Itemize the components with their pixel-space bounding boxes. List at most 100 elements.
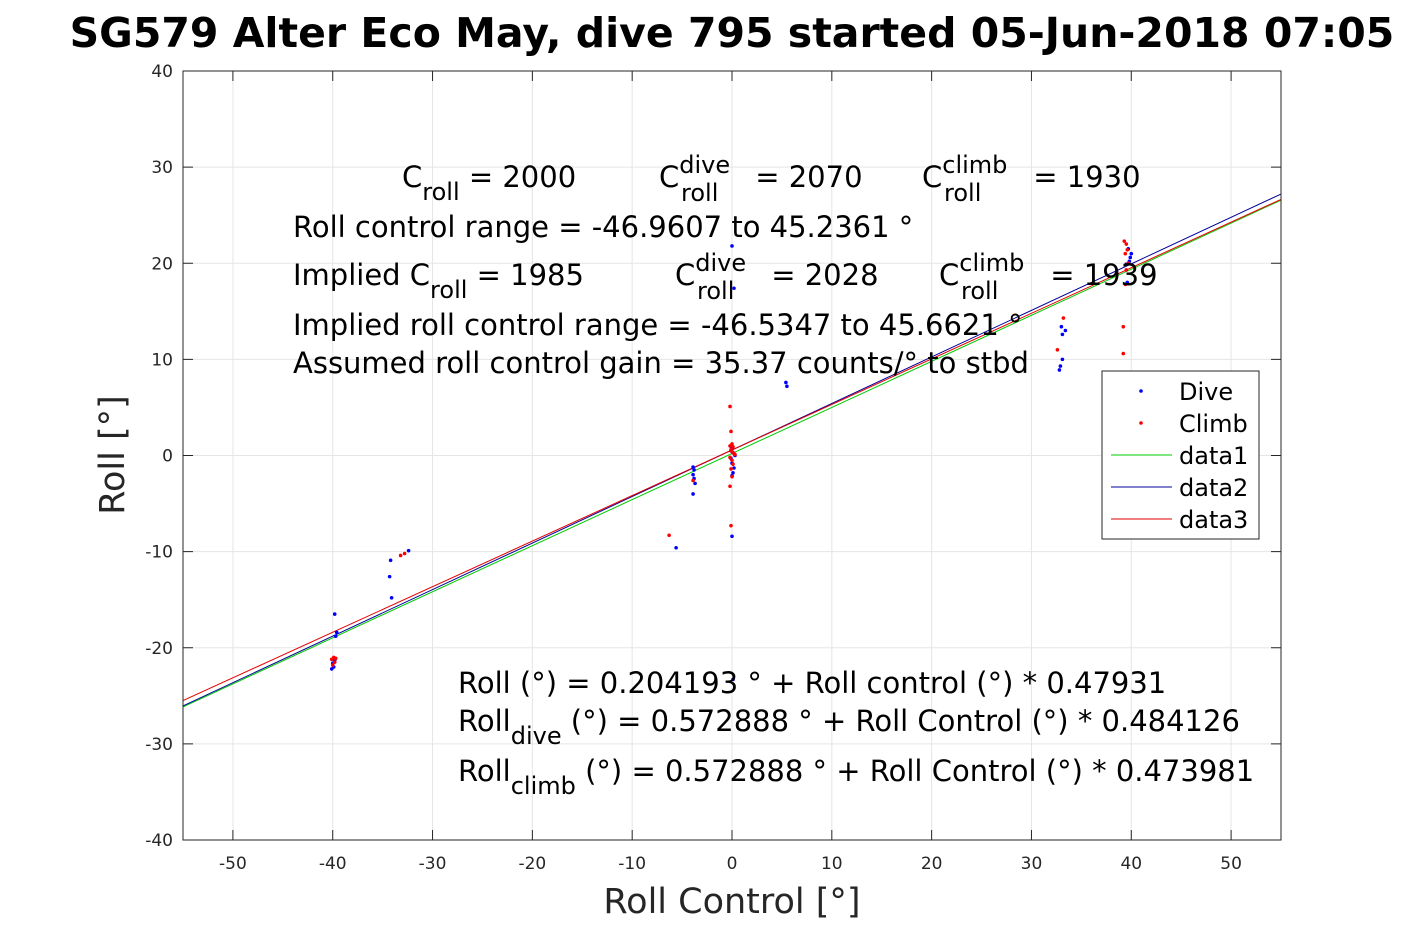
dive-point	[693, 481, 697, 486]
c-climb-base: C	[922, 160, 942, 194]
dive-point	[732, 286, 736, 291]
y-tick-label: -30	[145, 735, 173, 755]
implied-c-dive-sub: roll	[697, 277, 734, 305]
climb-point	[731, 445, 735, 449]
y-tick-label: 40	[151, 62, 173, 82]
dive-point	[1129, 251, 1134, 256]
climb-point	[730, 474, 734, 479]
dive-point	[388, 558, 393, 563]
x-tick-label: 50	[1220, 854, 1242, 874]
climb-point	[402, 551, 407, 556]
climb-point	[1124, 242, 1129, 246]
annotation-implied-c-climb: Cclimb roll = 1939	[939, 249, 1158, 305]
c-dive-value: = 2070	[746, 160, 863, 194]
climb-point	[329, 657, 334, 662]
eq-climb-base: Roll	[458, 754, 511, 788]
legend-dive-label: Dive	[1179, 378, 1233, 406]
dive-point	[1060, 332, 1065, 337]
climb-point	[729, 429, 733, 434]
dive-point	[1058, 364, 1063, 368]
annotation-implied-c-roll: Implied Croll = 1985	[293, 258, 584, 304]
climb-point	[1121, 351, 1126, 356]
eq-dive-sub: dive	[511, 722, 562, 750]
c-roll-base: C	[402, 160, 422, 194]
annotation-gain: Assumed roll control gain = 35.37 counts…	[293, 346, 1029, 380]
y-tick-label: 0	[162, 447, 173, 467]
dive-point	[691, 472, 695, 477]
implied-c-dive-sup: dive	[695, 249, 746, 277]
x-tick-label: 20	[921, 854, 943, 874]
climb-point	[398, 553, 403, 558]
climb-point	[1121, 324, 1126, 329]
dive-point	[389, 595, 394, 600]
eq-climb-sub: climb	[511, 772, 576, 800]
y-tick-label: -20	[145, 639, 173, 659]
c-climb-sup: climb	[942, 151, 1007, 179]
x-tick-label: -20	[518, 854, 546, 874]
annotation-implied-range: Implied roll control range = -46.5347 to…	[293, 308, 1023, 342]
legend-dive-marker	[1139, 389, 1143, 393]
equation-roll-dive: Rolldive (°) = 0.572888 ° + Roll Control…	[458, 704, 1240, 750]
x-tick-label: 40	[1120, 854, 1142, 874]
climb-point	[1124, 268, 1129, 272]
climb-point	[333, 656, 338, 661]
dive-point	[784, 380, 788, 385]
climb-point	[728, 404, 732, 409]
implied-c-dive-value: = 2028	[762, 258, 879, 292]
implied-c-roll-sub: roll	[430, 276, 467, 304]
climb-point	[1055, 347, 1060, 352]
legend-data1-label: data1	[1179, 442, 1248, 470]
dive-point	[732, 466, 736, 470]
implied-c-climb-sup: climb	[959, 249, 1024, 277]
climb-point	[1061, 316, 1066, 320]
climb-point	[332, 660, 337, 664]
implied-c-climb-base: C	[939, 258, 959, 292]
c-dive-sup: dive	[679, 151, 730, 179]
x-tick-label: -30	[419, 854, 447, 874]
dive-point	[692, 468, 696, 472]
annotation-roll-control-range: Roll control range = -46.9607 to 45.2361…	[293, 210, 913, 244]
climb-point	[1123, 282, 1128, 287]
dive-point	[1128, 255, 1133, 260]
implied-c-climb-value: = 1939	[1041, 258, 1158, 292]
eq-climb-rest: (°) = 0.572888 ° + Roll Control (°) * 0.…	[576, 754, 1254, 788]
y-tick-label: -10	[145, 543, 173, 563]
x-tick-label: -50	[219, 854, 247, 874]
dive-point	[1060, 357, 1065, 362]
data-points	[329, 239, 1134, 682]
dive-point	[1057, 368, 1062, 372]
legend-data3-label: data3	[1179, 506, 1248, 534]
dive-point	[785, 384, 789, 389]
climb-point	[728, 455, 732, 460]
annotation-c-roll: Croll = 2000	[402, 160, 576, 206]
implied-c-roll-base: Implied C	[293, 258, 430, 292]
climb-point	[1123, 251, 1128, 256]
eq-dive-rest: (°) = 0.572888 ° + Roll Control (°) * 0.…	[562, 704, 1240, 738]
x-tick-label: 10	[821, 854, 843, 874]
climb-point	[728, 484, 732, 489]
climb-point	[1125, 247, 1130, 252]
equation-roll: Roll (°) = 0.204193 ° + Roll control (°)…	[458, 666, 1166, 700]
legend-climb-marker	[1139, 421, 1143, 425]
annotation-implied-c-dive: Cdive roll = 2028	[675, 249, 879, 305]
dive-point	[731, 471, 735, 475]
climb-point	[1122, 239, 1127, 243]
climb-point	[1126, 261, 1131, 266]
dive-point	[1063, 328, 1068, 333]
implied-c-roll-value: = 1985	[467, 258, 584, 292]
climb-point	[733, 452, 737, 457]
c-roll-value: = 2000	[460, 160, 577, 194]
climb-point	[729, 467, 733, 471]
implied-c-dive-base: C	[675, 258, 695, 292]
implied-c-climb-sub: roll	[961, 277, 998, 305]
dive-point	[691, 465, 695, 469]
x-tick-label: -10	[618, 854, 646, 874]
dive-point	[329, 667, 334, 671]
c-climb-sub: roll	[944, 179, 981, 207]
annotation-c-dive: Cdive roll = 2070	[659, 151, 863, 207]
climb-point	[731, 462, 735, 466]
y-tick-label: 10	[151, 350, 173, 370]
dive-point	[332, 612, 337, 616]
x-tick-label: 30	[1021, 854, 1043, 874]
